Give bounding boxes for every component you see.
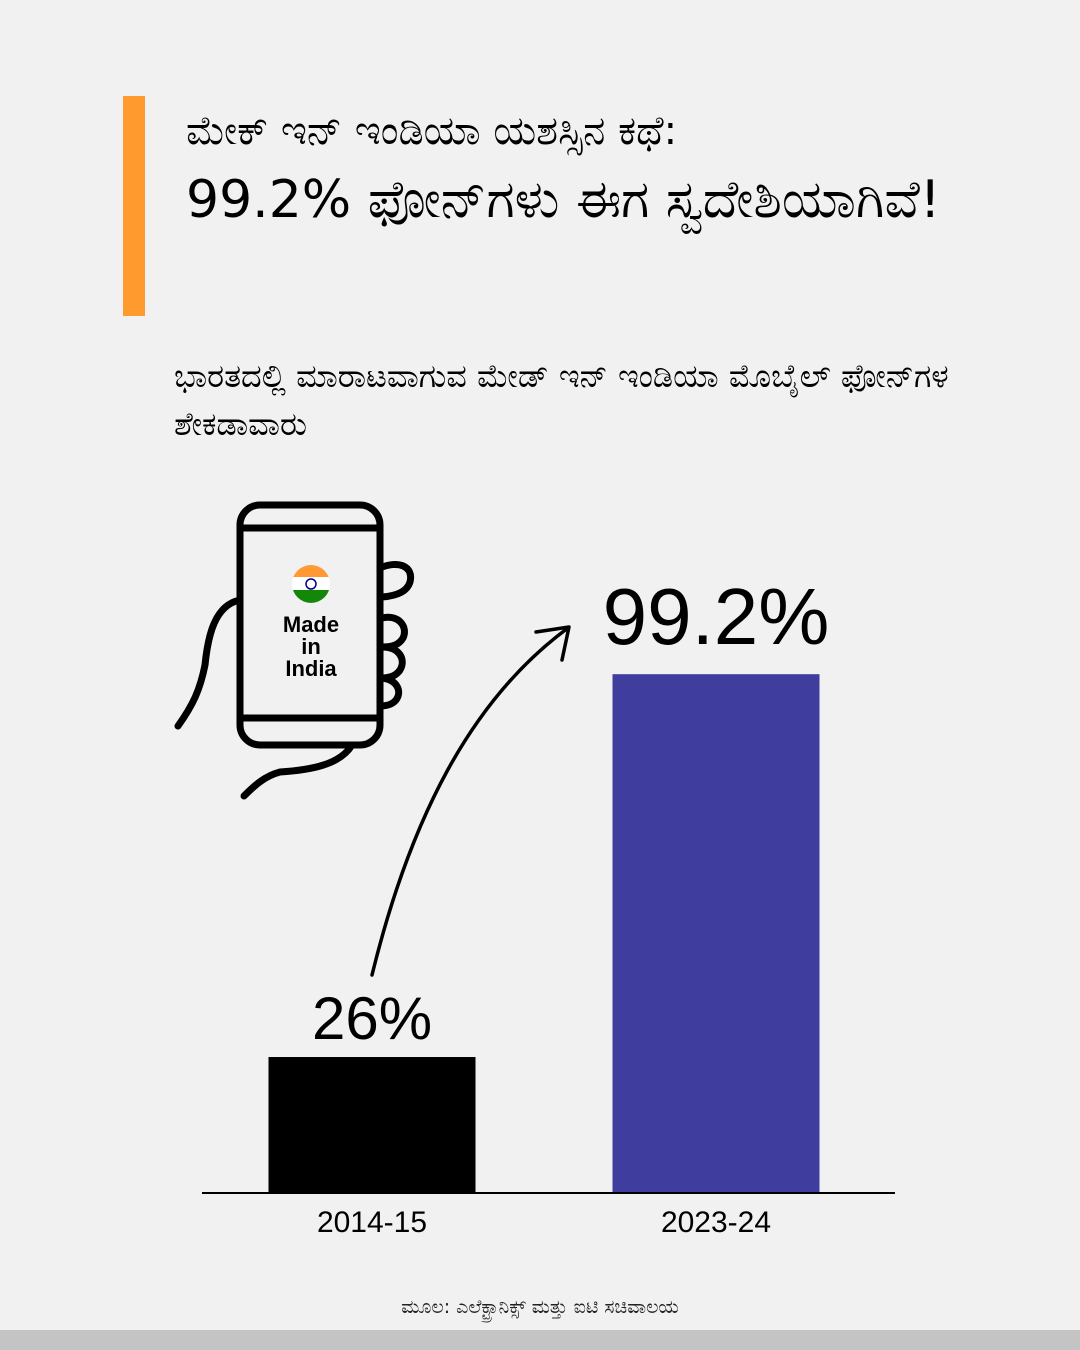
hand-finger-4 (376, 674, 403, 710)
hand-finger-3 (378, 643, 406, 682)
growth-arrow-icon (370, 625, 571, 977)
india-flag-icon (292, 565, 330, 603)
title-line-2: 99.2% ಫೋನ್‌ಗಳು ಈಗ ಸ್ವದೇಶಿಯಾಗಿವೆ! (186, 170, 941, 230)
hand-finger-1 (376, 561, 415, 601)
hand-finger-2 (378, 613, 408, 651)
x-tick-2023-24: 2023-24 (661, 1206, 771, 1239)
title-line-1: ಮೇಕ್ ಇನ್ ಇಂಡಿಯಾ ಯಶಸ್ಸಿನ ಕಥೆ: (186, 108, 678, 154)
hand-palm (174, 596, 244, 730)
data-label-2014-15: 26% (312, 985, 432, 1052)
made-in-india-line-3: India (285, 656, 337, 681)
chart: Made in India 26% 99.2% 2014-15 2023-24 (174, 501, 895, 1239)
x-tick-2014-15: 2014-15 (317, 1206, 427, 1239)
chart-subtitle: ಭಾರತದಲ್ಲಿ ಮಾರಾಟವಾಗುವ ಮೇಡ್ ಇನ್ ಇಂಡಿಯಾ ಮೊಬ… (174, 357, 949, 443)
bar-2014-15 (268, 1057, 476, 1193)
source-note: ಮೂಲ: ಎಲೆಕ್ಟ್ರಾನಿಕ್ಸ್ ಮತ್ತು ಐಟಿ ಸಚಿವಾಲಯ (401, 1296, 679, 1318)
made-in-india-line-2: in (301, 634, 321, 659)
hand-holding-phone-icon (174, 501, 415, 800)
page-title: ಮೇಕ್ ಇನ್ ಇಂಡಿಯಾ ಯಶಸ್ಸಿನ ಕಥೆ: 99.2% ಫೋನ್‌… (186, 100, 1046, 234)
made-in-india-line-1: Made (283, 612, 339, 637)
bar-2023-24 (612, 674, 820, 1193)
title-accent-bar (123, 96, 145, 316)
bottom-strip (0, 1330, 1080, 1350)
data-label-2023-24: 99.2% (603, 572, 830, 661)
hand-wrist (240, 741, 356, 800)
phone-outline (236, 501, 384, 749)
